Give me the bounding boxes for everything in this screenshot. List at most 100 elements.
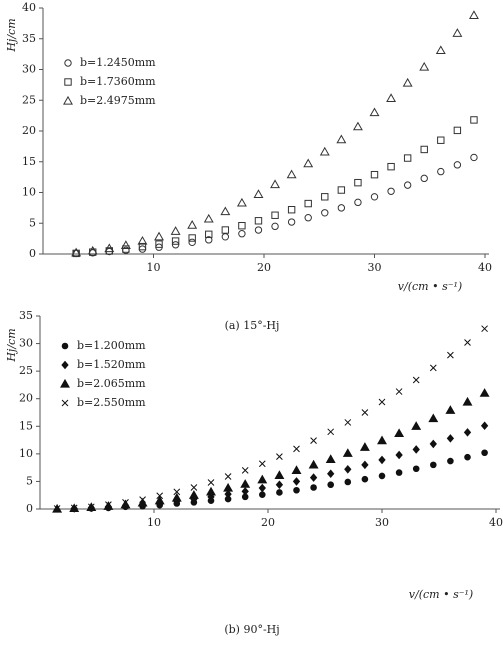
point <box>291 465 302 474</box>
point <box>293 486 300 494</box>
point <box>287 218 296 226</box>
point <box>224 489 232 499</box>
point <box>437 136 445 144</box>
point <box>190 484 198 491</box>
point <box>344 478 352 486</box>
point <box>254 217 263 225</box>
legend-marker <box>61 360 69 370</box>
y-tick-label: 30 <box>19 337 33 350</box>
point <box>435 45 446 55</box>
x-tick-label: 30 <box>375 516 389 529</box>
point <box>429 364 437 372</box>
point <box>293 445 300 453</box>
point <box>481 325 488 333</box>
point <box>430 461 437 469</box>
point <box>370 170 379 179</box>
point <box>173 488 181 496</box>
point <box>402 77 413 87</box>
point <box>337 186 346 194</box>
x-tick-label: 40 <box>478 261 492 274</box>
point <box>453 126 462 135</box>
x-tick-label: 30 <box>368 261 382 274</box>
point <box>258 483 266 493</box>
caption: (b) 90°-Hj <box>224 623 279 636</box>
legend-label: b=2.065mm <box>77 377 146 390</box>
point <box>275 480 284 490</box>
caption: (a) 15°-Hj <box>225 319 280 332</box>
point <box>344 419 352 426</box>
point <box>378 455 386 465</box>
point <box>452 28 463 37</box>
point <box>411 421 422 430</box>
point <box>171 492 182 502</box>
point <box>187 219 198 229</box>
y-tick-label: 10 <box>19 447 33 460</box>
point <box>361 475 369 483</box>
point <box>156 492 164 500</box>
y-tick-label: 15 <box>22 155 36 168</box>
point <box>319 146 330 156</box>
point <box>464 339 471 346</box>
point <box>274 470 285 479</box>
point <box>220 206 231 216</box>
legend-label: b=1.7360mm <box>80 75 156 88</box>
point <box>308 459 319 469</box>
point <box>206 486 216 496</box>
point <box>203 213 214 223</box>
x-tick-label: 10 <box>147 261 161 274</box>
point <box>120 499 131 509</box>
point <box>188 238 196 247</box>
point <box>276 489 283 496</box>
point <box>122 499 129 506</box>
point <box>105 501 112 508</box>
point <box>394 428 405 438</box>
point <box>236 197 247 207</box>
legend-label: b=1.520mm <box>77 358 146 371</box>
x-tick-label: 40 <box>489 516 503 529</box>
point <box>309 473 318 482</box>
point <box>122 245 130 253</box>
point <box>258 460 266 468</box>
point <box>403 154 412 162</box>
x-axis-label: v/(cm • s⁻¹) <box>409 588 473 601</box>
point <box>253 189 264 198</box>
y-axis-label: Hj/cm <box>5 18 18 52</box>
point <box>387 187 395 195</box>
point <box>154 231 164 241</box>
point <box>271 222 279 231</box>
y-tick-label: 5 <box>29 216 36 229</box>
point <box>420 145 428 154</box>
y-tick-label: 40 <box>22 1 36 14</box>
point <box>303 158 314 168</box>
legend-label: b=2.4975mm <box>80 94 156 107</box>
point <box>377 435 387 445</box>
point <box>325 454 336 463</box>
point <box>103 501 114 510</box>
legend-label: b=2.550mm <box>77 396 146 409</box>
point <box>154 495 165 505</box>
point <box>403 181 412 189</box>
point <box>321 193 329 201</box>
x-axis-label: v/(cm • s⁻¹) <box>398 280 462 293</box>
point <box>453 161 462 169</box>
point <box>188 234 196 242</box>
point <box>170 226 181 235</box>
point <box>462 396 473 406</box>
y-tick-label: 0 <box>26 502 33 515</box>
point <box>155 240 163 248</box>
point <box>241 487 249 496</box>
point <box>387 162 395 171</box>
y-tick-label: 20 <box>22 124 36 137</box>
point <box>238 230 246 238</box>
point <box>207 479 215 486</box>
point <box>171 237 180 245</box>
y-tick-label: 20 <box>19 392 33 405</box>
point <box>71 247 82 257</box>
point <box>359 442 370 451</box>
point <box>241 467 249 474</box>
legend-label: b=1.200mm <box>77 339 146 352</box>
point <box>369 107 380 117</box>
point <box>205 230 213 239</box>
point <box>412 445 420 454</box>
point <box>463 428 472 437</box>
